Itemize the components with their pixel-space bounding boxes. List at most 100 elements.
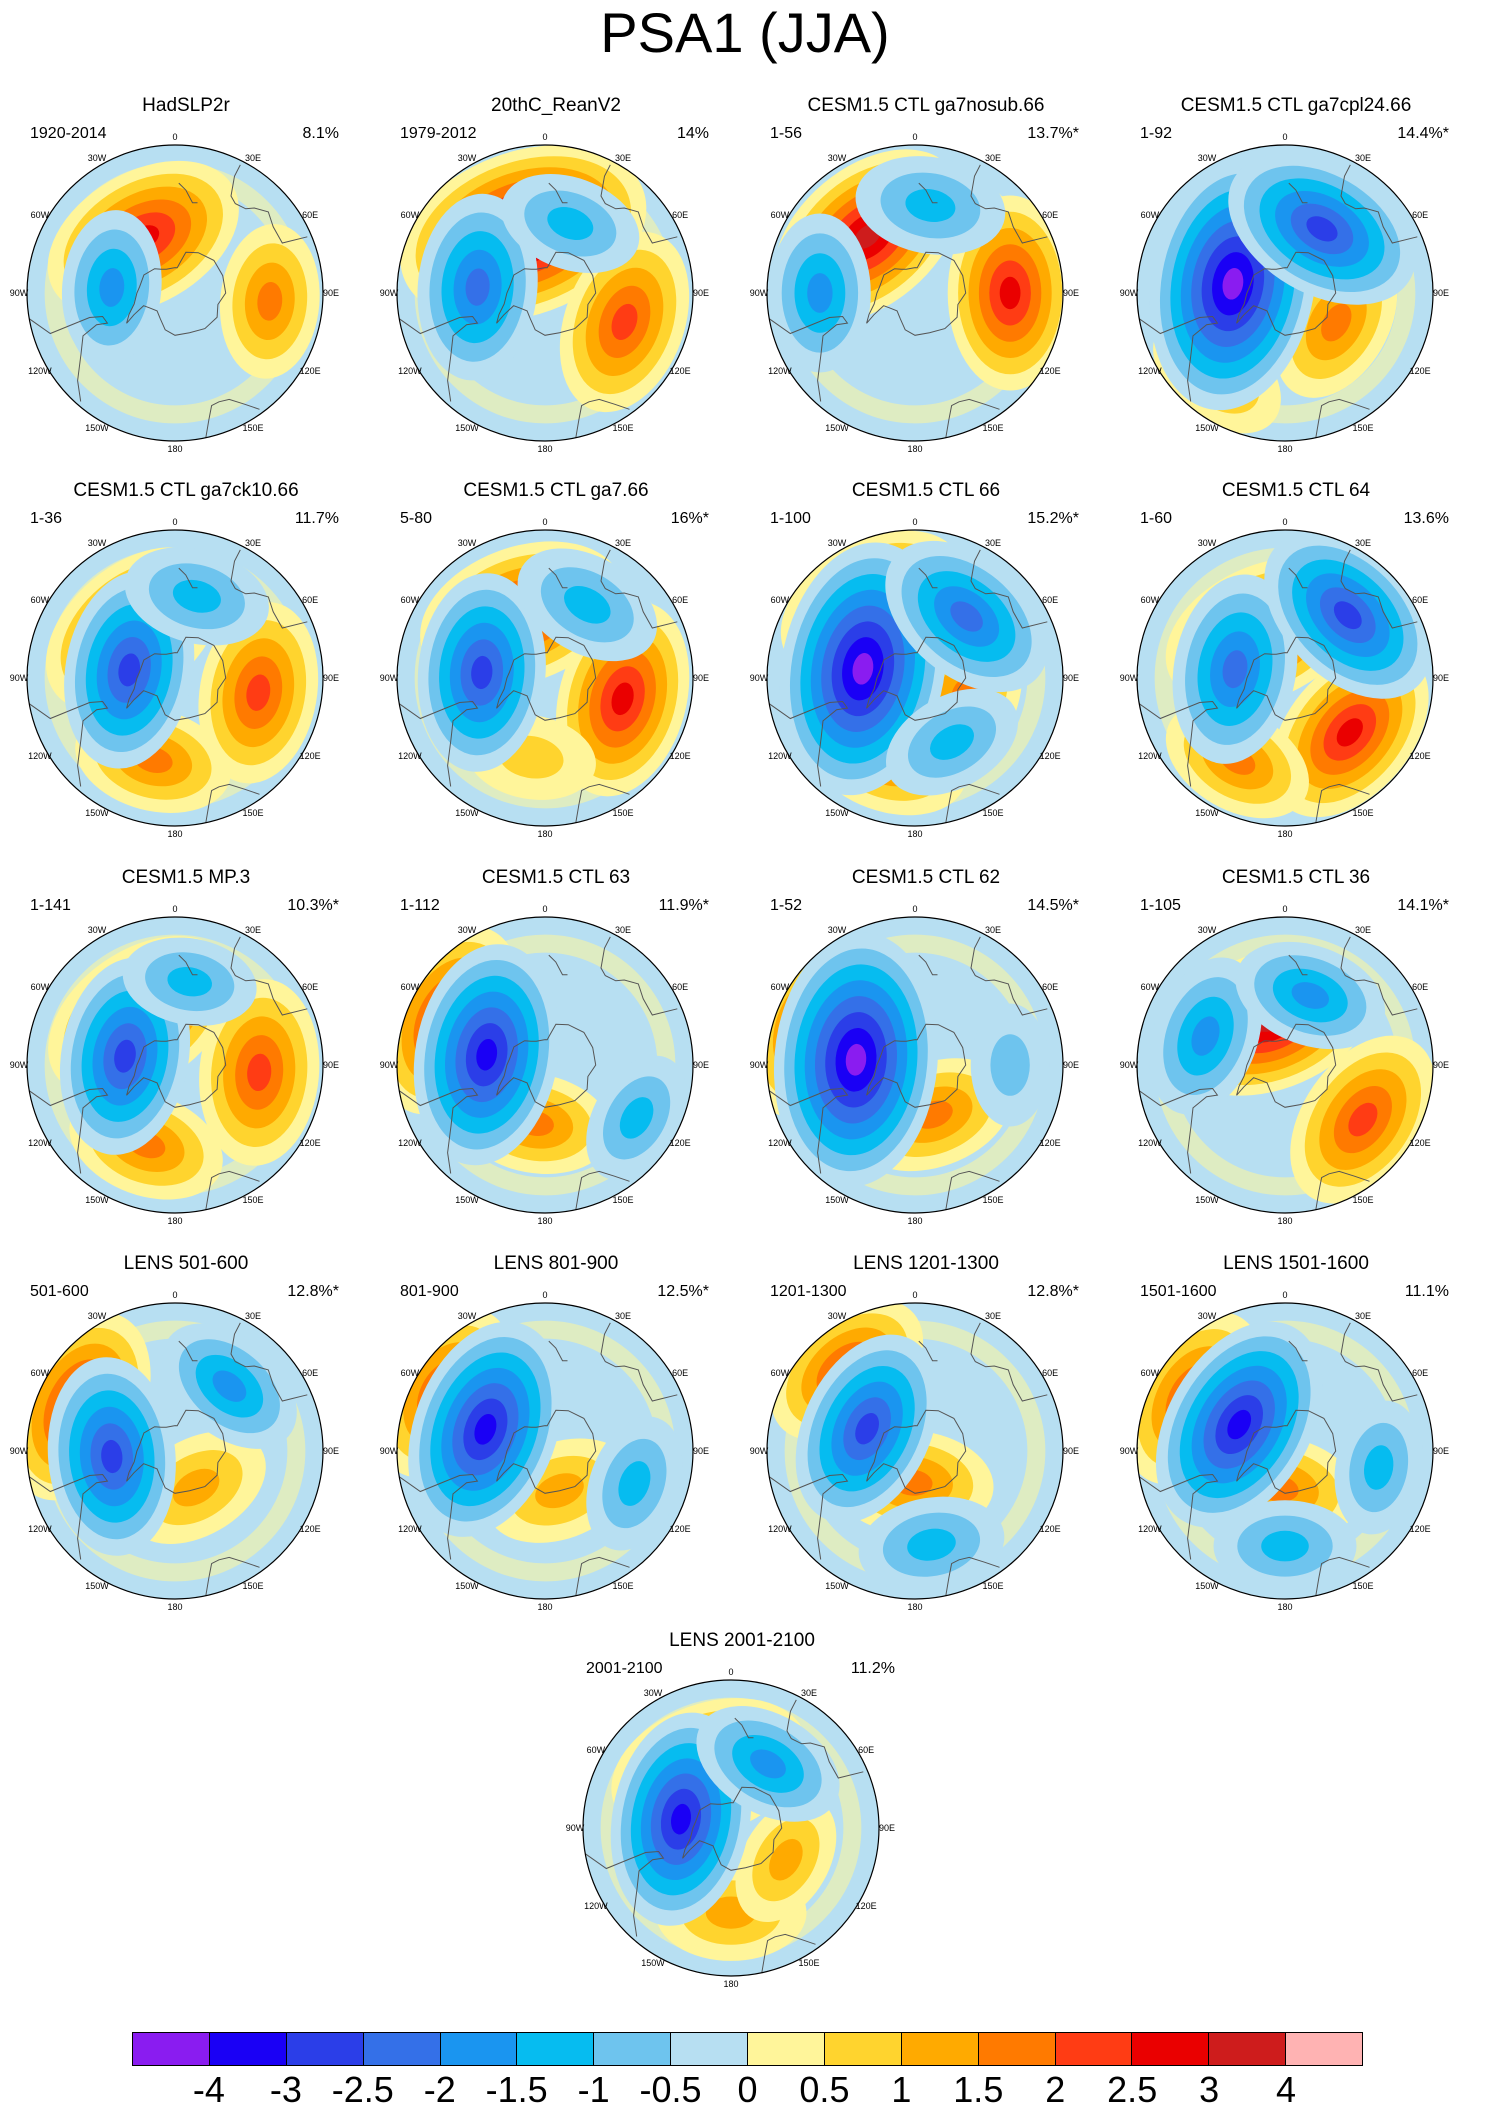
panel-years: 1501-1600 [1140,1283,1217,1300]
longitude-label: 120W [1138,1138,1162,1148]
longitude-label: 90W [750,673,769,683]
longitude-label: 150E [242,1195,263,1205]
longitude-label: 150E [1352,808,1373,818]
colorbar-swatch [286,2033,364,2065]
longitude-label: 90E [1063,1446,1079,1456]
longitude-label: 180 [537,1216,552,1226]
longitude-label: 0 [542,904,547,914]
map-border [1136,916,1434,1214]
longitude-label: 90W [380,1446,399,1456]
longitude-label: 60W [587,1745,606,1755]
colorbar-swatch [517,2033,595,2065]
longitude-label: 30W [1198,538,1217,548]
longitude-label: 120E [300,1138,321,1148]
south-africa-coastline [945,783,1000,823]
longitude-label: 60E [1412,595,1428,605]
longitude-label: 0 [172,904,177,914]
colorbar-tick-label: 1 [891,2069,912,2110]
longitude-label: 150E [982,1195,1003,1205]
australia-coastline [970,1322,1048,1402]
longitude-label: 120W [398,1524,422,1534]
longitude-label: 180 [907,444,922,454]
colorbar-labels: -4 -3 -2.5 -2 -1.5 -1 -0.5 0 0.5 1 1.5 2 2.5 3 4 [0,2070,1490,2110]
polar-map: 0 30E 60E 90E 120E 150E 180 150W 120W 90W 60W 30W [380,517,709,839]
panel-years: 1-105 [1140,897,1181,914]
longitude-label: 90W [380,673,399,683]
south-africa-coastline [205,1170,260,1210]
map-panel: 0 30E 60E 90E 120E 150E 180 150W 120W 90W 60W 30W CE… [1110,867,1482,1242]
longitude-label: 150E [242,1581,263,1591]
longitude-label: 60W [1141,982,1160,992]
longitude-label: 60E [302,595,318,605]
longitude-label: 60E [672,1368,688,1378]
pressure-low-centre [47,1357,176,1556]
longitude-label: 90E [323,288,339,298]
pressure-high-centre [219,223,320,379]
longitude-label: 120E [670,366,691,376]
colorbar-tick-label: 2.5 [1107,2069,1158,2110]
longitude-label: 90W [750,288,769,298]
pressure-low-centre [1149,957,1262,1115]
longitude-label: 30E [615,1311,631,1321]
australia-coastline [970,164,1048,244]
map-border [766,1302,1064,1600]
longitude-label: 30E [985,153,1001,163]
longitude-label: 120E [1410,1524,1431,1534]
longitude-label: 120W [768,1524,792,1534]
panel-title: CESM1.5 CTL 64 [1221,480,1371,501]
longitude-label: 120E [670,1524,691,1534]
longitude-label: 0 [542,1290,547,1300]
new-zealand-coastline [178,567,198,589]
longitude-label: 60W [771,210,790,220]
longitude-label: 60E [1042,982,1058,992]
longitude-label: 60E [1042,1368,1058,1378]
longitude-label: 0 [912,132,917,142]
pressure-high-centre [559,231,690,413]
longitude-label: 180 [907,1216,922,1226]
polar-map: 0 30E 60E 90E 120E 150E 180 150W 120W 90W 60W 30W [1120,1290,1449,1612]
longitude-label: 150W [455,1581,479,1591]
australia-coastline [600,1322,678,1402]
pressure-high-centre [735,1797,837,1923]
pressure-low-centre [122,937,257,1026]
longitude-label: 30E [1355,1311,1371,1321]
new-zealand-coastline [1288,182,1308,204]
colorbar-swatch [671,2033,748,2065]
south-america-coastline [398,700,479,787]
panel-variance-pct: 14.1%* [1397,897,1449,914]
longitude-label: 0 [542,517,547,527]
south-africa-coastline [575,783,630,823]
longitude-label: 120E [670,751,691,761]
longitude-label: 150W [85,1195,109,1205]
figure-title: PSA1 (JJA) [600,1,890,64]
south-africa-coastline [1315,398,1370,438]
pressure-low-centre [1334,1400,1423,1535]
map-panel: 0 30E 60E 90E 120E 150E 180 150W 120W 90W 60W 30W CE… [1110,480,1482,855]
longitude-label: 150W [641,1958,665,1968]
map-border [26,1302,324,1600]
panel-variance-pct: 14% [676,125,709,142]
panel-years: 801-900 [400,1283,459,1300]
colorbar-swatch [594,2033,672,2065]
longitude-label: 150W [85,808,109,818]
longitude-label: 0 [1282,904,1287,914]
south-america-coastline [768,700,849,787]
longitude-label: 0 [912,517,917,527]
panel-variance-pct: 12.5%* [657,1283,709,1300]
pressure-low-centre [61,210,162,365]
longitude-label: 120W [398,751,422,761]
colorbar-tick-label: -1 [577,2069,610,2110]
polar-map: 0 30E 60E 90E 120E 150E 180 150W 120W 90W 60W 30W [380,132,709,454]
panel-title: CESM1.5 CTL 66 [851,480,1001,501]
colorbar-swatch [824,2033,902,2065]
longitude-label: 60E [672,982,688,992]
longitude-label: 0 [172,1290,177,1300]
longitude-label: 120W [28,751,52,761]
panel-variance-pct: 14.4%* [1397,125,1449,142]
antarctica-coastline [126,1023,227,1108]
pressure-low-centre [1172,574,1298,764]
longitude-label: 120E [300,1524,321,1534]
longitude-label: 150W [85,423,109,433]
new-zealand-coastline [178,182,198,204]
longitude-label: 180 [907,829,922,839]
